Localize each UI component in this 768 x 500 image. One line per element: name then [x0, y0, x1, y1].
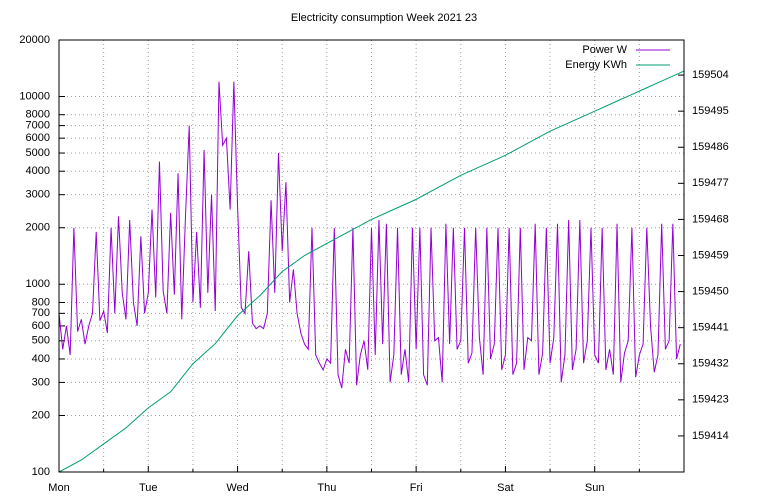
y2-tick-label: 159423	[692, 394, 729, 406]
x-tick-label: Tue	[139, 482, 158, 494]
y-tick-label: 400	[32, 353, 50, 365]
y-tick-label: 500	[32, 335, 50, 347]
y-tick-label: 600	[32, 320, 50, 332]
y2-tick-label: 159432	[692, 358, 729, 370]
x-tick-label: Sun	[585, 482, 605, 494]
y2-tick-label: 159477	[692, 177, 729, 189]
y-tick-label: 1000	[26, 278, 50, 290]
y2-tick-label: 159459	[692, 249, 729, 261]
y-tick-label: 300	[32, 376, 50, 388]
y-tick-label: 800	[32, 296, 50, 308]
y-tick-label: 200	[32, 409, 50, 421]
y-tick-label: 20000	[19, 34, 50, 46]
y-tick-label: 6000	[26, 132, 50, 144]
y2-tick-label: 159450	[692, 285, 729, 297]
x-tick-label: Wed	[226, 482, 248, 494]
legend-label: Energy KWh	[565, 59, 627, 71]
y-tick-label: 8000	[26, 109, 50, 121]
y-tick-label: 100	[32, 466, 50, 478]
y-tick-label: 5000	[26, 147, 50, 159]
y-tick-label: 10000	[19, 90, 50, 102]
x-tick-label: Mon	[48, 482, 69, 494]
legend-label: Power W	[582, 44, 627, 56]
x-tick-label: Thu	[317, 482, 336, 494]
y2-tick-label: 159495	[692, 105, 729, 117]
y-tick-label: 2000	[26, 222, 50, 234]
series-line	[58, 81, 681, 389]
x-tick-label: Fri	[410, 482, 423, 494]
series-line	[58, 70, 685, 473]
chart-title: Electricity consumption Week 2021 23	[291, 12, 477, 24]
y2-tick-label: 159414	[692, 430, 729, 442]
y-tick-label: 7000	[26, 120, 50, 132]
y2-tick-label: 159486	[692, 141, 729, 153]
y2-tick-label: 159468	[692, 213, 729, 225]
y-tick-label: 3000	[26, 189, 50, 201]
y-tick-label: 700	[32, 307, 50, 319]
plot-border	[58, 39, 685, 473]
y-tick-label: 4000	[26, 165, 50, 177]
y2-tick-label: 159441	[692, 322, 729, 334]
x-tick-label: Sat	[497, 482, 514, 494]
y2-tick-label: 159504	[692, 69, 729, 81]
